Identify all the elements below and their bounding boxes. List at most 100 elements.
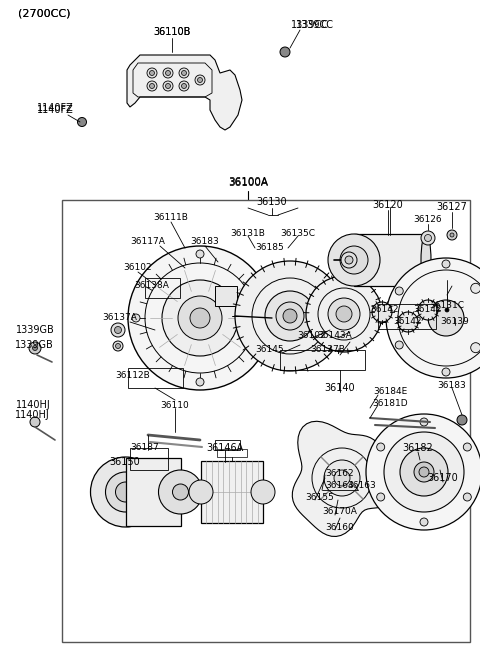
Text: 1339GB: 1339GB: [16, 325, 55, 335]
Text: (2700CC): (2700CC): [18, 9, 71, 19]
Circle shape: [457, 415, 467, 425]
Text: 36162: 36162: [326, 468, 354, 477]
Circle shape: [463, 493, 471, 501]
Circle shape: [166, 71, 170, 75]
Text: 36183: 36183: [438, 381, 467, 390]
Circle shape: [166, 83, 170, 88]
Circle shape: [111, 323, 125, 337]
Text: 36170A: 36170A: [323, 508, 358, 517]
Circle shape: [128, 246, 272, 390]
Circle shape: [190, 308, 210, 328]
Polygon shape: [127, 55, 242, 130]
Text: 36137A: 36137A: [103, 314, 137, 322]
Circle shape: [265, 291, 315, 341]
Text: 36100A: 36100A: [228, 177, 268, 187]
Circle shape: [179, 81, 189, 91]
Text: 36150: 36150: [109, 457, 140, 467]
Circle shape: [366, 414, 480, 530]
Circle shape: [196, 250, 204, 258]
Circle shape: [172, 484, 189, 500]
Text: 36127: 36127: [437, 202, 468, 212]
Circle shape: [442, 260, 450, 268]
Text: 1339CC: 1339CC: [291, 20, 329, 30]
Text: 36185: 36185: [256, 244, 284, 252]
Circle shape: [424, 234, 432, 242]
Circle shape: [116, 343, 120, 348]
Circle shape: [283, 309, 297, 323]
Text: 36155: 36155: [306, 493, 335, 502]
Text: 1140FZ: 1140FZ: [36, 103, 73, 113]
Text: 36139: 36139: [441, 318, 469, 326]
Circle shape: [116, 482, 135, 502]
Circle shape: [158, 470, 203, 514]
Text: 1339GB: 1339GB: [15, 340, 54, 350]
Text: 36142: 36142: [394, 318, 422, 326]
Circle shape: [395, 287, 403, 295]
Bar: [280, 350, 365, 370]
Text: 36126: 36126: [414, 215, 442, 225]
Text: 36182: 36182: [403, 443, 433, 453]
Circle shape: [147, 68, 157, 78]
Text: 36142: 36142: [414, 305, 442, 314]
Circle shape: [418, 300, 438, 320]
Bar: [62, 200, 470, 642]
Text: 36145: 36145: [256, 345, 284, 354]
Text: 36142: 36142: [371, 305, 399, 314]
Ellipse shape: [421, 234, 431, 286]
Text: 36146A: 36146A: [206, 443, 244, 453]
Circle shape: [306, 276, 382, 352]
Circle shape: [421, 231, 435, 245]
Circle shape: [471, 284, 480, 293]
Circle shape: [113, 341, 123, 351]
Circle shape: [235, 261, 345, 371]
Bar: [378, 304, 436, 329]
Text: 1339CC: 1339CC: [296, 20, 334, 30]
Text: 36131B: 36131B: [230, 229, 265, 238]
Text: 36164: 36164: [326, 481, 354, 489]
Circle shape: [276, 302, 304, 330]
Circle shape: [178, 296, 222, 340]
Circle shape: [260, 314, 268, 322]
Circle shape: [162, 280, 238, 356]
Circle shape: [163, 81, 173, 91]
Circle shape: [336, 306, 352, 322]
Text: 36111B: 36111B: [154, 214, 189, 223]
Text: 36160: 36160: [325, 523, 354, 533]
Text: 1140HJ: 1140HJ: [16, 400, 51, 410]
Text: 36140: 36140: [324, 383, 355, 393]
Circle shape: [280, 47, 290, 57]
Text: 36110B: 36110B: [153, 27, 191, 37]
Bar: [201, 461, 263, 523]
Circle shape: [420, 418, 428, 426]
Circle shape: [30, 417, 40, 427]
Circle shape: [181, 71, 187, 75]
Text: 36131C: 36131C: [430, 301, 465, 310]
Circle shape: [463, 443, 471, 451]
Bar: [128, 368, 183, 388]
Circle shape: [384, 432, 464, 512]
Circle shape: [163, 68, 173, 78]
Circle shape: [400, 448, 448, 496]
Circle shape: [414, 462, 434, 482]
Circle shape: [132, 314, 140, 322]
Text: 36163: 36163: [348, 481, 376, 489]
Bar: [125, 458, 180, 526]
Circle shape: [445, 308, 449, 312]
Circle shape: [179, 68, 189, 78]
Text: 36181D: 36181D: [372, 398, 408, 407]
Circle shape: [328, 298, 360, 330]
Circle shape: [196, 378, 204, 386]
Circle shape: [189, 480, 213, 504]
Bar: [215, 286, 237, 306]
Text: 36184E: 36184E: [373, 388, 407, 396]
Circle shape: [149, 83, 155, 88]
Text: 36112B: 36112B: [116, 371, 150, 379]
Circle shape: [341, 252, 357, 268]
Circle shape: [115, 326, 121, 333]
Text: 36135C: 36135C: [280, 229, 315, 238]
Circle shape: [77, 117, 86, 126]
Text: 36102: 36102: [124, 263, 152, 272]
Text: 36130: 36130: [257, 197, 288, 207]
Circle shape: [386, 258, 480, 378]
Circle shape: [149, 71, 155, 75]
